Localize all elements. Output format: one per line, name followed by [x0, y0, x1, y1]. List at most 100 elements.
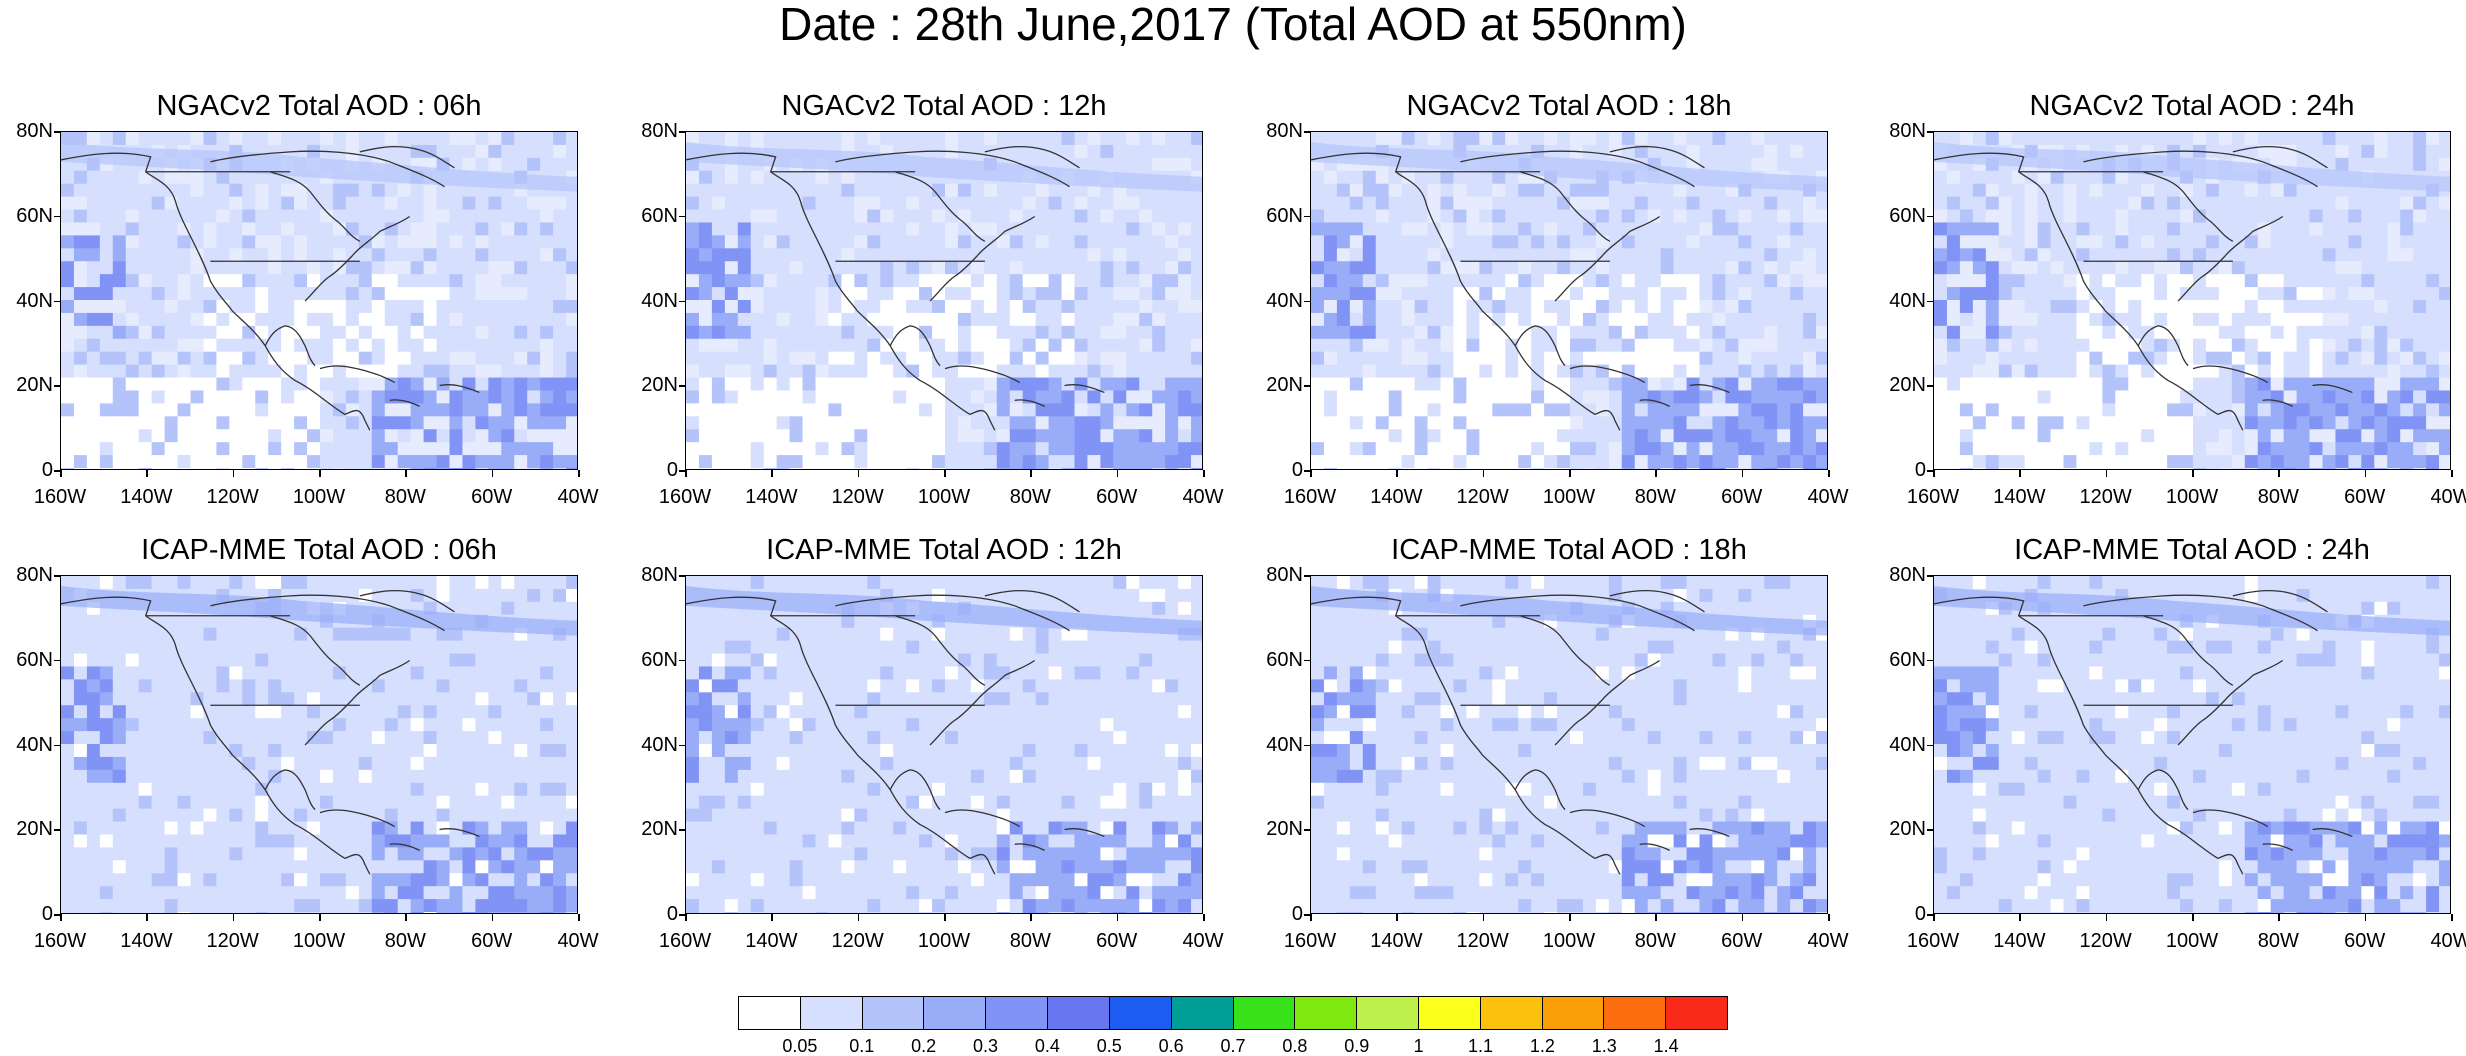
x-tick	[944, 470, 946, 477]
panel-title: NGACv2 Total AOD : 06h	[156, 90, 482, 122]
x-tick	[1569, 914, 1571, 921]
x-axis-label: 140W	[120, 930, 173, 952]
colorbar-label: 0.1	[849, 1036, 875, 1056]
y-tick	[1304, 470, 1310, 472]
coastline	[1519, 171, 1611, 242]
y-axis-label: 80N	[1266, 120, 1303, 142]
x-tick	[1482, 914, 1485, 921]
map-panel: ICAP-MME Total AOD : 06h 80N 60N 40N 20N 0 160…	[0, 532, 598, 952]
coastline	[2137, 769, 2189, 811]
coastline	[389, 399, 420, 407]
x-tick	[1741, 470, 1744, 477]
map-panel: NGACv2 Total AOD : 06h 80N 60N 40N 20N 0 160W 1…	[0, 88, 598, 508]
x-tick	[319, 914, 321, 921]
colorbar-swatch	[1418, 997, 1481, 1029]
y-tick	[1304, 300, 1310, 302]
x-axis-label: 160W	[1906, 930, 1960, 952]
x-axis-label: 120W	[206, 486, 259, 508]
y-tick	[54, 829, 60, 831]
y-tick	[54, 744, 60, 746]
colorbar-label: 1.1	[1467, 1036, 1494, 1056]
x-axis-label: 120W	[831, 486, 884, 508]
coastline	[1554, 659, 1661, 746]
y-tick	[1304, 131, 1310, 133]
x-axis-label: 80W	[384, 930, 426, 952]
coastline	[1689, 384, 1730, 394]
colorbar-swatch	[862, 997, 925, 1029]
panel-title: ICAP-MME Total AOD : 12h	[766, 534, 1122, 566]
x-tick	[405, 470, 407, 477]
y-axis-label: 0	[666, 459, 678, 481]
colorbar-swatch	[1109, 997, 1172, 1029]
y-tick	[1927, 829, 1933, 831]
colorbar-label: 0.5	[1096, 1036, 1122, 1056]
colorbar-swatch	[1604, 997, 1667, 1029]
coastline	[359, 589, 455, 613]
coastline	[1639, 843, 1670, 851]
x-axis-label: 160W	[1906, 486, 1960, 508]
x-tick	[1933, 470, 1935, 477]
aod-map	[685, 131, 1203, 470]
colorbar-swatch	[1357, 997, 1419, 1029]
x-axis-label: 140W	[745, 930, 798, 952]
x-axis-label: 140W	[1993, 486, 2046, 508]
x-axis-label: 120W	[2079, 930, 2132, 952]
x-tick	[578, 914, 580, 921]
y-tick	[1304, 744, 1310, 746]
x-tick	[60, 914, 62, 921]
x-axis-label: 80W	[2257, 930, 2299, 952]
y-axis-label: 60N	[641, 648, 678, 671]
coastline	[889, 325, 941, 367]
panel-title: ICAP-MME Total AOD : 06h	[141, 534, 497, 566]
x-axis-label: 120W	[831, 930, 884, 952]
coastline	[2262, 843, 2293, 851]
y-tick	[1927, 744, 1933, 746]
y-tick	[54, 385, 60, 387]
coastline	[2177, 659, 2284, 746]
x-tick	[2105, 470, 2108, 477]
coastline	[2232, 145, 2328, 169]
aod-map	[1933, 131, 2451, 470]
x-tick	[146, 470, 148, 477]
x-axis-label: 100W	[1542, 930, 1596, 952]
x-tick	[1655, 914, 1657, 921]
y-tick	[54, 914, 60, 916]
y-tick	[54, 300, 60, 302]
coastline	[894, 615, 986, 686]
coastline	[2192, 809, 2269, 828]
colorbar-swatch	[1233, 997, 1296, 1029]
coastline	[929, 659, 1036, 746]
coastline	[2232, 589, 2328, 613]
colorbar-label: 0.8	[1282, 1036, 1308, 1056]
map-panel: ICAP-MME Total AOD : 18h 80N 60N 40N 20N 0 160…	[1245, 532, 1848, 952]
x-axis-label: 40W	[2430, 486, 2466, 508]
y-tick	[679, 575, 685, 577]
x-tick	[319, 470, 321, 477]
coastline	[1311, 596, 1621, 875]
y-axis-label: 20N	[1266, 818, 1303, 841]
coastline	[269, 615, 361, 686]
colorbar-swatch	[1171, 997, 1234, 1029]
x-tick	[232, 470, 235, 477]
y-axis-label: 20N	[16, 374, 53, 397]
y-tick	[1927, 385, 1933, 387]
y-axis-label: 0	[41, 459, 53, 481]
y-axis-label: 60N	[1266, 648, 1303, 671]
colorbar-swatch	[1542, 997, 1605, 1029]
x-tick	[1569, 470, 1571, 477]
coastline	[210, 150, 445, 188]
x-tick	[1655, 470, 1657, 477]
x-tick	[1828, 470, 1830, 477]
x-tick	[2192, 914, 2194, 921]
x-axis-label: 120W	[206, 930, 259, 952]
coastline	[1934, 152, 2244, 431]
y-axis-label: 80N	[1889, 120, 1926, 142]
y-tick	[679, 385, 685, 387]
x-tick	[60, 470, 62, 477]
x-tick	[1116, 470, 1119, 477]
coastline	[2142, 171, 2234, 242]
y-axis-label: 0	[1291, 903, 1303, 925]
y-tick	[1304, 575, 1310, 577]
x-tick	[1203, 914, 1205, 921]
y-tick	[1304, 659, 1310, 662]
